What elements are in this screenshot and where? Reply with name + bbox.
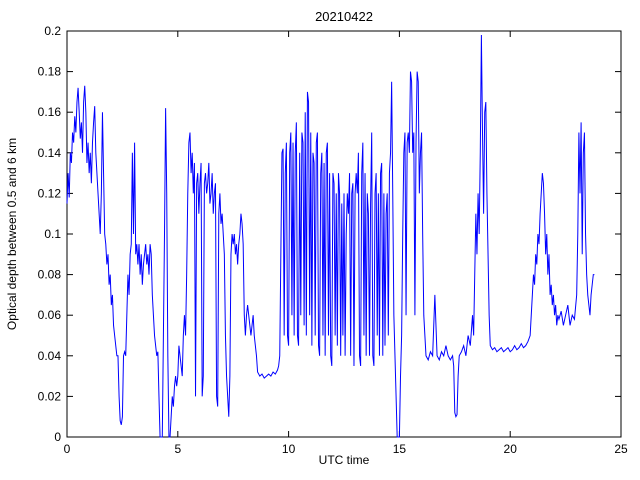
y-tick-label: 0.08 [38, 268, 62, 282]
data-series [66, 35, 595, 438]
x-tick-label: 25 [614, 442, 628, 456]
y-tick-label: 0.02 [38, 389, 62, 403]
y-tick-label: 0.16 [38, 105, 62, 119]
y-tick-label: 0 [54, 430, 61, 444]
x-tick-label: 5 [174, 442, 181, 456]
y-axis-label: Optical depth between 0.5 and 6 km [5, 138, 19, 330]
x-tick-label: 15 [393, 442, 407, 456]
y-tick-label: 0.06 [38, 308, 62, 322]
x-tick-label: 10 [282, 442, 296, 456]
chart-title: 20210422 [315, 9, 373, 24]
axes: 0 5 10 15 20 25 0 0.02 0.04 0.06 0.08 0.1 0.12 0.14 0.… [38, 24, 628, 456]
y-tick-label: 0.04 [38, 349, 62, 363]
x-tick-label: 0 [64, 442, 71, 456]
y-tick-label: 0.14 [38, 146, 62, 160]
x-tick-label: 20 [504, 442, 518, 456]
y-tick-label: 0.1 [44, 227, 61, 241]
data-line-optical-depth [66, 35, 595, 438]
y-tick-label: 0.12 [38, 186, 62, 200]
y-tick-label: 0.2 [44, 24, 61, 38]
x-axis-label: UTC time [319, 453, 370, 467]
y-tick-label: 0.18 [38, 65, 62, 79]
